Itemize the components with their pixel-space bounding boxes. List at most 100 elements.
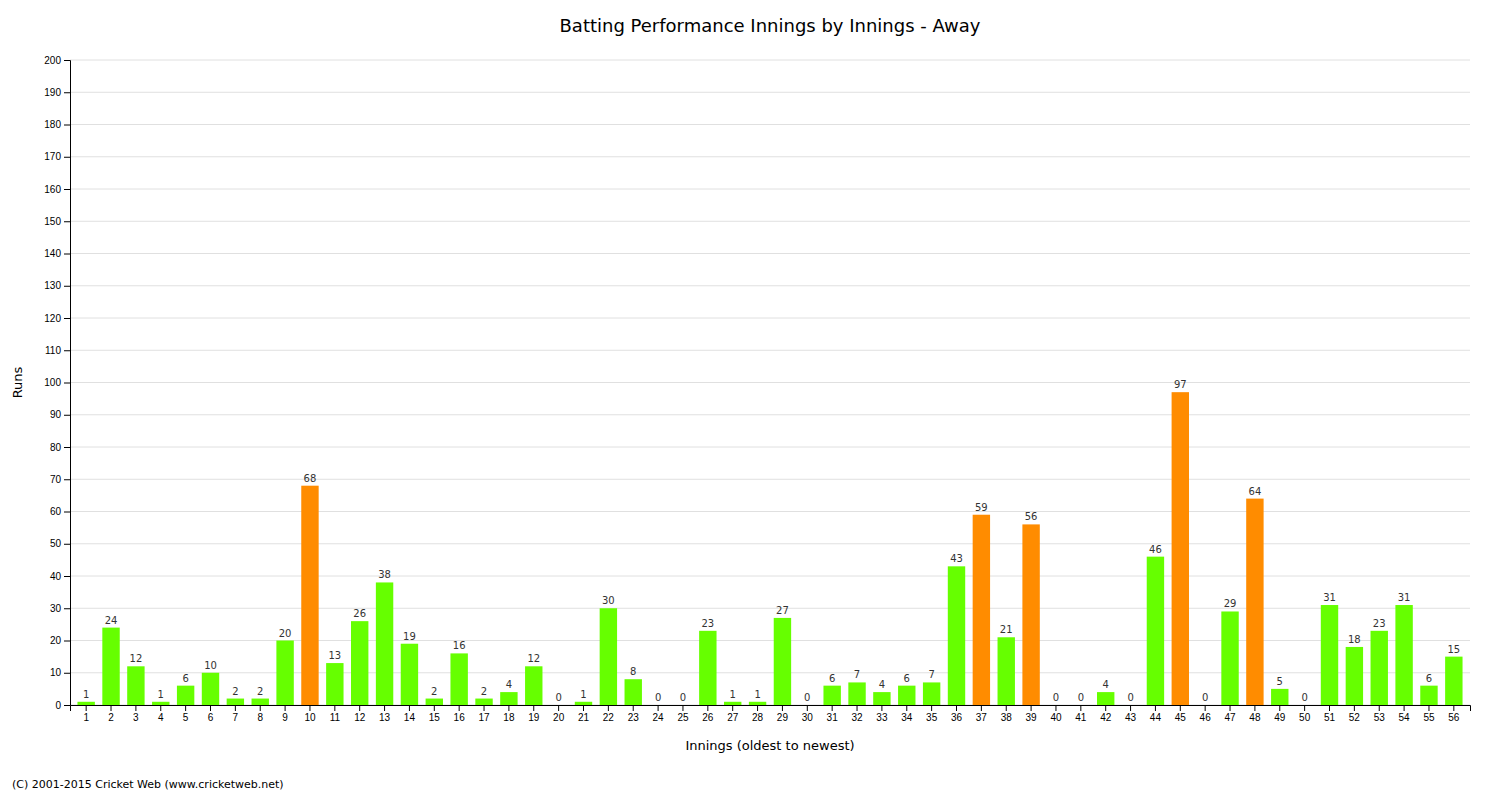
y-tick: 150 [44, 216, 70, 227]
data-label: 27 [776, 605, 789, 616]
x-tick-label: 25 [677, 712, 689, 723]
data-label: 2 [431, 686, 437, 697]
data-label: 4 [879, 679, 885, 690]
y-tick: 70 [50, 474, 70, 485]
bar [202, 673, 219, 705]
x-tick-label: 51 [1324, 712, 1336, 723]
x-tick-mark [135, 705, 136, 711]
x-tick-mark [484, 705, 485, 711]
bar [1072, 705, 1089, 706]
y-tick-label: 180 [44, 119, 61, 130]
x-tick-label: 55 [1423, 712, 1435, 723]
x-tick-mark [285, 705, 286, 711]
plot-area: 1241216102220681326381921624120130800231… [44, 55, 1470, 723]
x-tick-label: 42 [1100, 712, 1112, 723]
x-tick-label: 41 [1075, 712, 1087, 723]
bar [575, 702, 592, 705]
data-label: 4 [506, 679, 512, 690]
x-tick-label: 17 [478, 712, 490, 723]
data-label: 31 [1323, 592, 1336, 603]
x-tick-mark [459, 705, 460, 711]
y-tick-label: 150 [44, 216, 61, 227]
x-tick: 19 [528, 705, 540, 723]
bar [1271, 689, 1288, 705]
x-tick-label: 39 [1026, 712, 1038, 723]
y-tick: 110 [45, 345, 70, 356]
x-tick: 55 [1423, 705, 1435, 723]
data-label: 7 [854, 669, 860, 680]
x-tick: 41 [1075, 705, 1087, 723]
y-tick-mark [64, 92, 70, 93]
grid [70, 60, 1470, 705]
data-label: 4 [1103, 679, 1109, 690]
x-tick-label: 22 [603, 712, 615, 723]
x-tick-label: 16 [454, 712, 466, 723]
x-tick-label: 33 [876, 712, 888, 723]
x-tick: 7 [233, 705, 239, 723]
x-tick-mark [210, 705, 211, 711]
y-tick: 0 [55, 700, 70, 711]
y-tick-label: 20 [50, 635, 62, 646]
data-label: 6 [1426, 673, 1432, 684]
x-tick-mark [956, 705, 957, 711]
x-tick-mark [1329, 705, 1330, 711]
y-tick-label: 200 [44, 55, 61, 66]
x-tick-mark [111, 705, 112, 711]
x-tick-label: 13 [379, 712, 391, 723]
data-label: 0 [680, 692, 686, 703]
x-tick: 27 [727, 705, 739, 723]
x-tick-mark [608, 705, 609, 711]
bar [848, 682, 865, 705]
y-tick-mark [64, 60, 70, 61]
x-tick-mark [1055, 705, 1056, 711]
data-label: 0 [1078, 692, 1084, 703]
grid-line [70, 350, 1470, 351]
bar [873, 692, 890, 705]
y-axis-title: Runs [10, 366, 25, 398]
y-tick-mark [64, 447, 70, 448]
bar [252, 699, 269, 705]
data-label: 6 [182, 673, 188, 684]
chart: 1241216102220681326381921624120130800231… [0, 0, 1500, 800]
y-tick-mark [64, 673, 70, 674]
bar [152, 702, 169, 705]
x-tick: 8 [257, 705, 263, 723]
y-tick: 140 [44, 248, 70, 259]
data-label: 0 [655, 692, 661, 703]
x-tick-label: 2 [108, 712, 114, 723]
y-tick-label: 50 [50, 538, 62, 549]
y-tick: 30 [50, 603, 70, 614]
bar [1047, 705, 1064, 706]
y-tick-mark [64, 286, 70, 287]
y-tick: 190 [44, 87, 70, 98]
y-tick: 120 [44, 313, 70, 324]
x-tick: 50 [1299, 705, 1311, 723]
x-tick-label: 48 [1249, 712, 1261, 723]
x-tick-mark [1254, 705, 1255, 711]
bar [749, 702, 766, 705]
data-label: 12 [527, 653, 540, 664]
y-tick-label: 110 [45, 345, 61, 356]
x-tick-mark [732, 705, 733, 711]
bar [301, 486, 318, 705]
bar [973, 515, 990, 705]
x-tick-label: 31 [827, 712, 839, 723]
x-tick-label: 1 [83, 712, 89, 723]
x-tick-label: 23 [628, 712, 640, 723]
data-label: 1 [580, 689, 586, 700]
y-tick-label: 30 [50, 603, 62, 614]
data-label: 1 [730, 689, 736, 700]
x-tick-label: 19 [528, 712, 540, 723]
bar [1296, 705, 1313, 706]
x-tick-mark [235, 705, 236, 711]
x-tick: 47 [1224, 705, 1236, 723]
x-tick-mark [782, 705, 783, 711]
x-tick: 22 [603, 705, 615, 723]
x-tick-mark [185, 705, 186, 711]
data-label: 0 [1202, 692, 1208, 703]
data-labels: 1241216102220681326381921624120130800231… [83, 379, 1460, 703]
x-tick: 4 [158, 705, 164, 723]
x-tick-label: 8 [257, 712, 263, 723]
bar [376, 582, 393, 705]
data-label: 1 [754, 689, 760, 700]
